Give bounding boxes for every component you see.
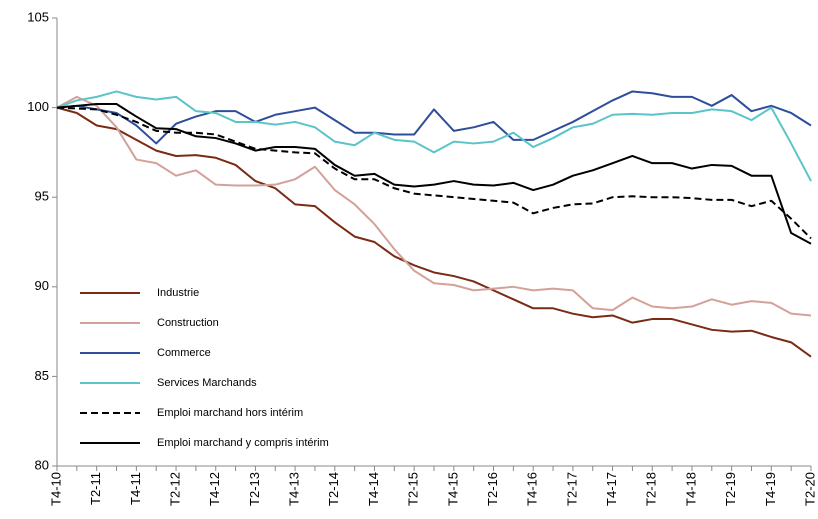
y-tick-label: 80	[35, 457, 49, 472]
x-tick-label: T2-17	[564, 472, 579, 506]
x-tick-label: T4-18	[683, 472, 698, 506]
x-tick-label: T2-14	[326, 472, 341, 506]
y-tick-label: 85	[35, 368, 49, 383]
legend-label: Services Marchands	[157, 377, 257, 389]
x-tick-label: T4-17	[604, 472, 619, 506]
x-tick-label: T4-13	[287, 472, 302, 506]
x-tick-label: T2-12	[167, 472, 182, 506]
legend-label: Emploi marchand hors intérim	[157, 407, 303, 419]
x-tick-label: T4-16	[525, 472, 540, 506]
line-series	[56, 103, 812, 245]
x-tick-label: T4-11	[128, 472, 143, 505]
legend-label: Construction	[157, 317, 219, 329]
x-tick-label: T2-16	[485, 472, 500, 506]
legend-label: Emploi marchand y compris intérim	[157, 437, 329, 449]
x-tick-label: T2-13	[247, 472, 262, 506]
x-tick-label: T4-14	[366, 472, 381, 506]
y-tick-label: 100	[27, 99, 49, 114]
legend-label: Industrie	[157, 287, 199, 299]
line-series	[56, 90, 812, 145]
line-series	[56, 106, 812, 358]
x-tick-label: T2-15	[406, 472, 421, 506]
line-series	[56, 95, 812, 317]
x-tick-label: T2-19	[723, 472, 738, 506]
x-tick-label: T4-19	[763, 472, 778, 506]
x-tick-label: T2-11	[88, 472, 103, 505]
x-tick-label: T4-10	[48, 472, 63, 506]
legend-label: Commerce	[157, 347, 211, 359]
line-series	[56, 106, 812, 240]
y-tick-label: 95	[35, 189, 49, 204]
x-tick-label: T2-20	[802, 472, 817, 506]
y-tick-label: 90	[35, 278, 49, 293]
x-tick-label: T4-12	[207, 472, 222, 506]
line-series	[56, 90, 812, 182]
x-tick-label: T2-18	[644, 472, 659, 506]
x-tick-label: T4-15	[445, 472, 460, 506]
y-tick-label: 105	[27, 9, 49, 24]
